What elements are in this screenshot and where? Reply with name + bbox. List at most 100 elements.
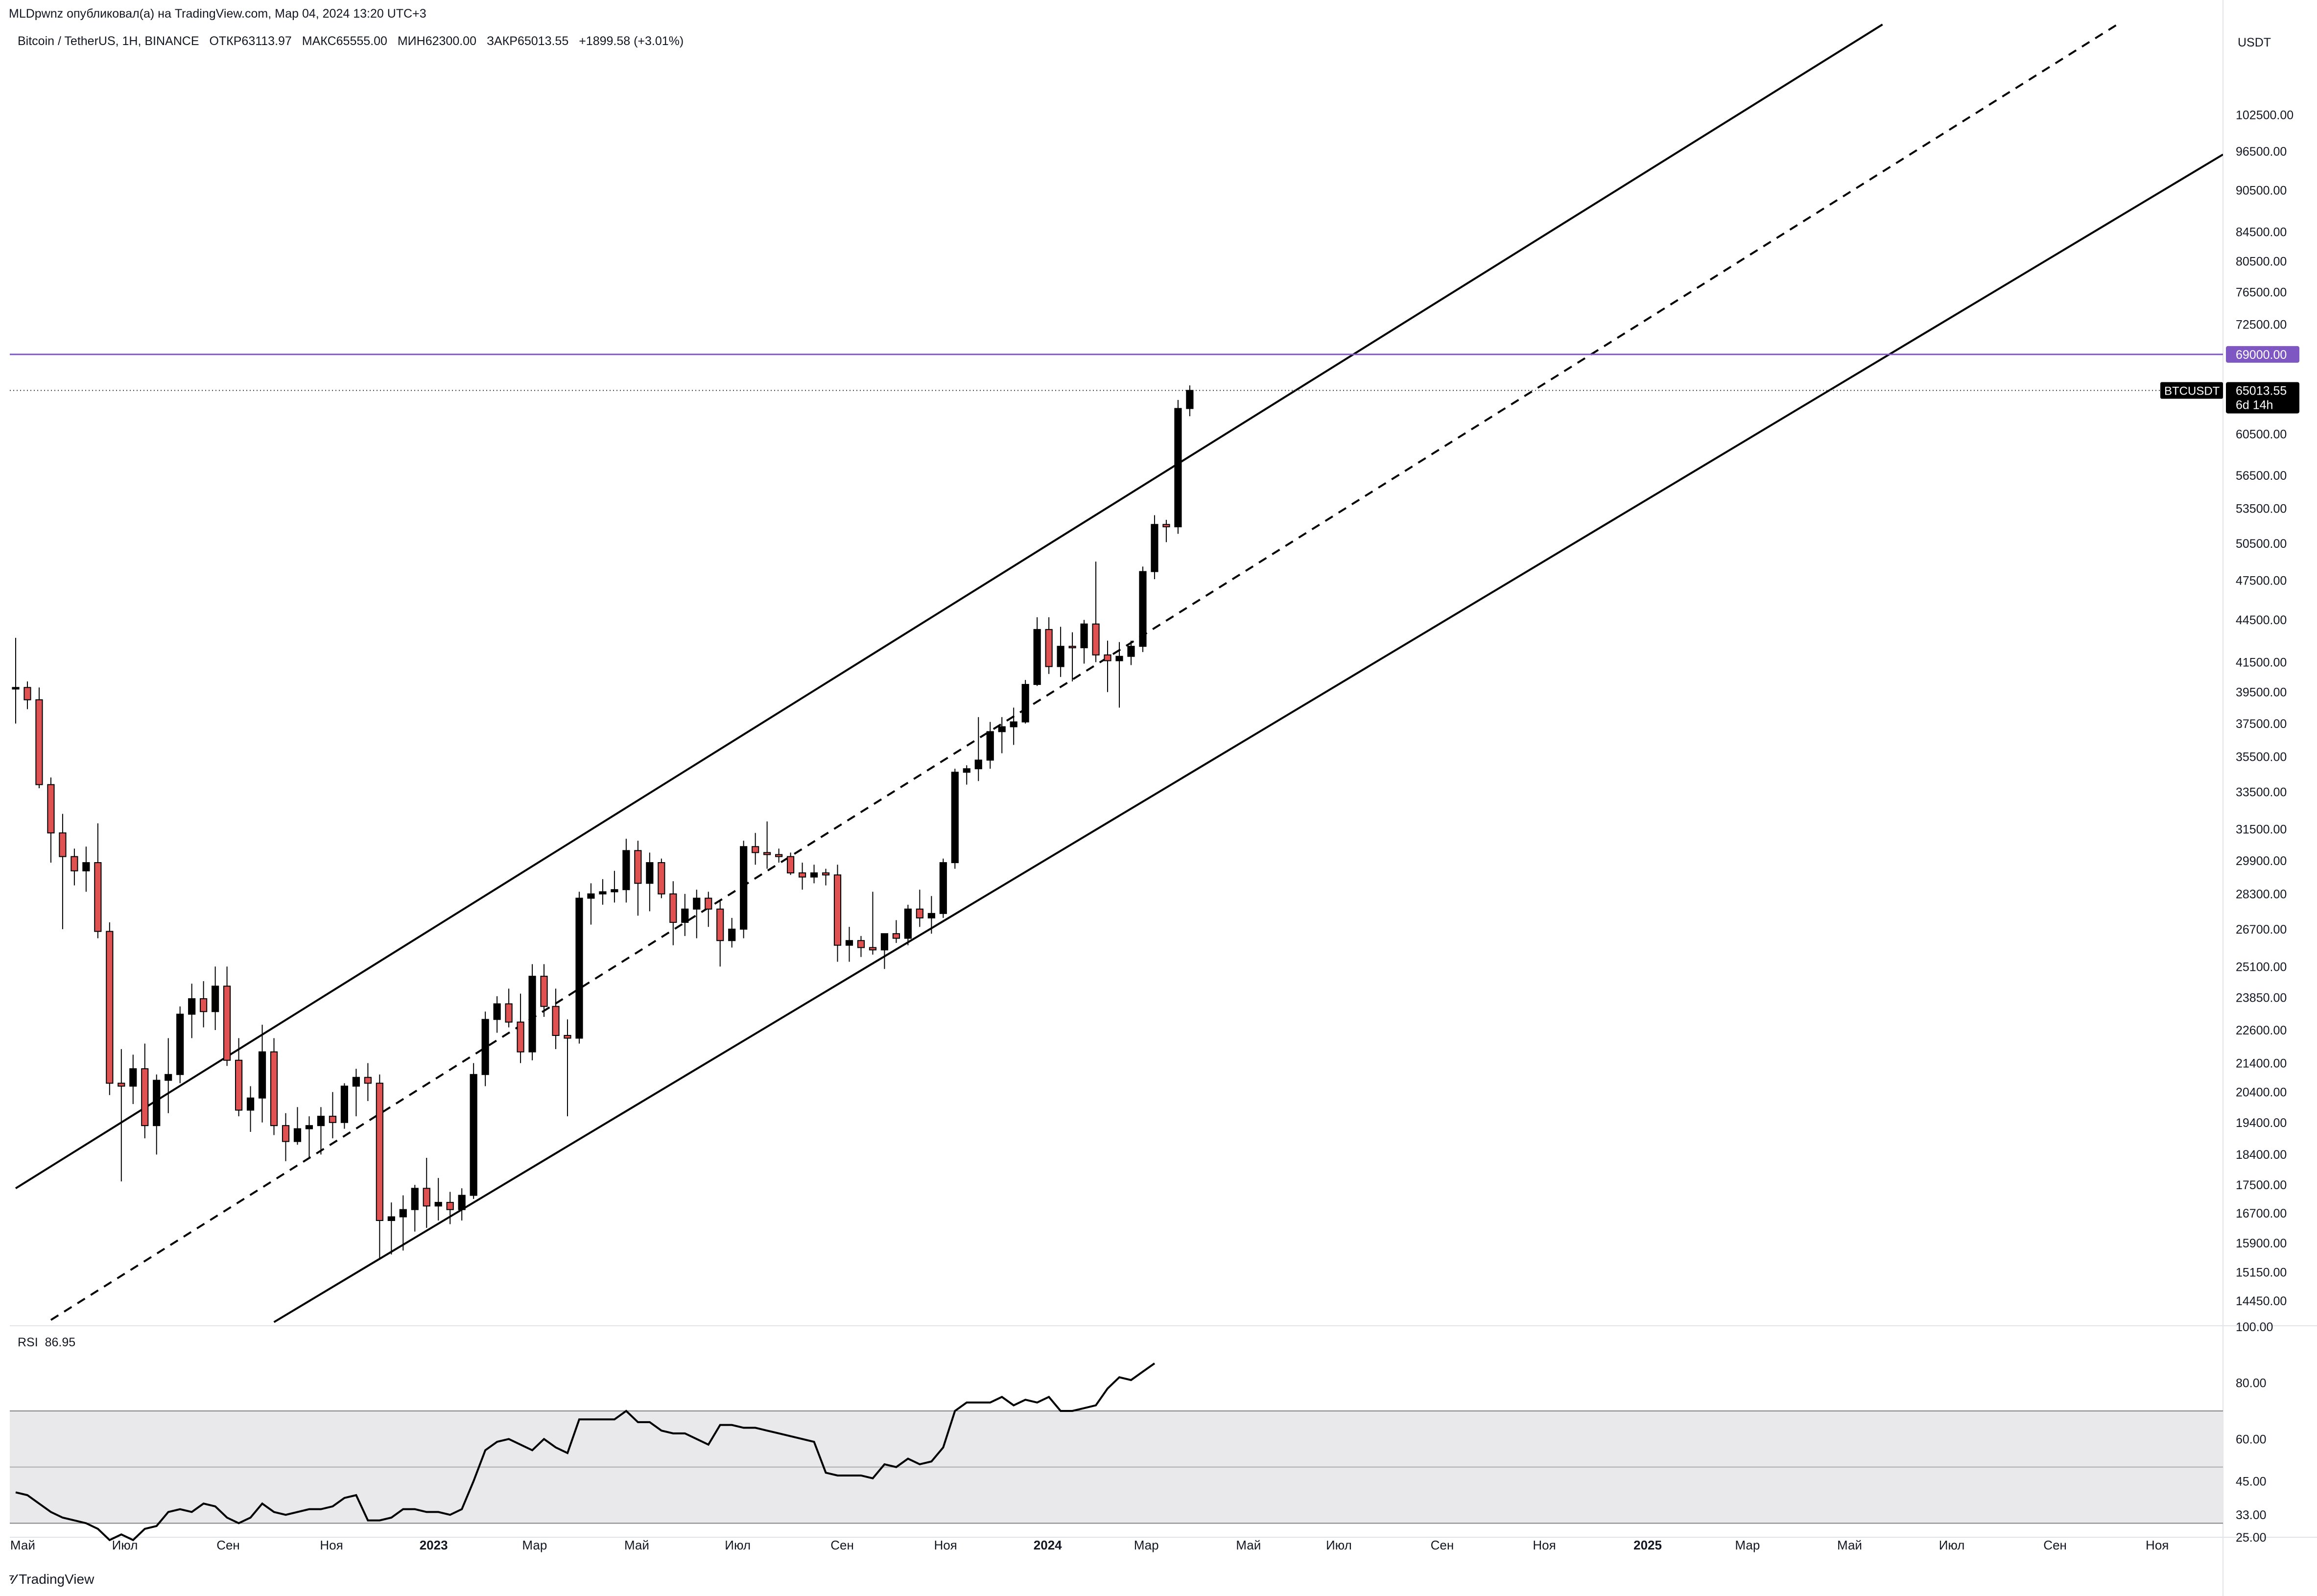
candle[interactable] bbox=[176, 1006, 184, 1083]
candle[interactable] bbox=[12, 637, 20, 724]
candle[interactable] bbox=[963, 765, 970, 785]
candle[interactable] bbox=[786, 852, 795, 875]
candle[interactable] bbox=[246, 1086, 255, 1132]
candle[interactable] bbox=[587, 883, 595, 925]
candle[interactable] bbox=[951, 769, 959, 869]
candle[interactable] bbox=[916, 890, 923, 927]
candle[interactable] bbox=[611, 870, 618, 903]
channel-middle-line[interactable] bbox=[50, 23, 2118, 1321]
candle[interactable] bbox=[939, 858, 947, 918]
candle[interactable] bbox=[1139, 566, 1147, 652]
candle[interactable] bbox=[857, 936, 865, 957]
candle[interactable] bbox=[646, 852, 654, 912]
candle[interactable] bbox=[705, 892, 712, 927]
candle[interactable] bbox=[798, 863, 806, 890]
candle[interactable] bbox=[716, 900, 724, 967]
candle[interactable] bbox=[106, 922, 114, 1095]
candle[interactable] bbox=[1080, 620, 1088, 664]
symbol-legend[interactable]: Bitcoin / TetherUS, 1Н, BINANCE ОТКР6311… bbox=[18, 34, 690, 48]
candle[interactable] bbox=[376, 1074, 383, 1259]
candle[interactable] bbox=[94, 823, 102, 939]
candle[interactable] bbox=[634, 841, 642, 916]
candle[interactable] bbox=[904, 904, 912, 945]
candle[interactable] bbox=[212, 966, 219, 1030]
candle[interactable] bbox=[681, 893, 689, 936]
candle[interactable] bbox=[282, 1113, 290, 1161]
candle[interactable] bbox=[1092, 562, 1100, 662]
candle[interactable] bbox=[599, 879, 607, 905]
symbol-tag[interactable] bbox=[2160, 382, 2223, 399]
time-axis[interactable]: Май Июл Сен Ноя 2023 Мар Май Июл Сен Ноя 2024 Мар Ма… bbox=[10, 1538, 2169, 1552]
candle[interactable] bbox=[82, 846, 90, 892]
candle[interactable] bbox=[470, 1063, 477, 1199]
candle[interactable] bbox=[71, 848, 78, 886]
candle[interactable] bbox=[528, 964, 536, 1060]
candle[interactable] bbox=[423, 1157, 430, 1228]
candles[interactable] bbox=[12, 385, 1194, 1259]
candle[interactable] bbox=[658, 858, 665, 898]
candle[interactable] bbox=[752, 833, 759, 865]
candle[interactable] bbox=[1010, 707, 1017, 745]
candle[interactable] bbox=[317, 1107, 325, 1155]
candle[interactable] bbox=[153, 1074, 161, 1155]
candle[interactable] bbox=[880, 933, 889, 969]
channel-upper-line[interactable] bbox=[15, 23, 1883, 1190]
candle[interactable] bbox=[892, 920, 900, 943]
candle[interactable] bbox=[564, 1019, 571, 1117]
candle[interactable] bbox=[974, 717, 982, 781]
rsi-legend[interactable]: RSI 86.95 bbox=[18, 1336, 75, 1350]
channel-lower-line[interactable] bbox=[273, 153, 2223, 1323]
candle[interactable] bbox=[540, 964, 548, 1017]
candle[interactable] bbox=[270, 1038, 278, 1135]
candle[interactable] bbox=[352, 1069, 360, 1117]
price-axis[interactable]: USDT 102500.00 96500.00 90500.00 84500.00 805… bbox=[2160, 36, 2299, 1308]
tradingview-brand[interactable]: ⁷⁄ TradingView bbox=[9, 1572, 94, 1587]
candle[interactable] bbox=[810, 865, 818, 884]
rsi-line[interactable] bbox=[15, 1362, 1156, 1542]
candle[interactable] bbox=[47, 777, 55, 863]
candle[interactable] bbox=[434, 1178, 442, 1220]
candle[interactable] bbox=[1104, 640, 1111, 692]
candle[interactable] bbox=[869, 892, 877, 955]
candle[interactable] bbox=[740, 841, 748, 939]
candle[interactable] bbox=[1068, 632, 1076, 681]
candle[interactable] bbox=[728, 917, 736, 948]
candle[interactable] bbox=[293, 1107, 302, 1145]
candle[interactable] bbox=[446, 1192, 454, 1224]
candle[interactable] bbox=[986, 722, 994, 769]
candle[interactable] bbox=[552, 988, 560, 1049]
candle[interactable] bbox=[387, 1202, 395, 1255]
candle[interactable] bbox=[1151, 515, 1158, 579]
candle[interactable] bbox=[481, 1011, 489, 1086]
candle[interactable] bbox=[118, 1049, 125, 1182]
candle[interactable] bbox=[517, 993, 524, 1063]
candle[interactable] bbox=[1057, 627, 1064, 677]
candle[interactable] bbox=[258, 1025, 266, 1123]
symbol-name[interactable]: Bitcoin / TetherUS, 1Н, BINANCE bbox=[18, 34, 199, 48]
candle[interactable] bbox=[329, 1092, 337, 1139]
candle[interactable] bbox=[822, 868, 830, 886]
candle[interactable] bbox=[1127, 640, 1135, 665]
candle[interactable] bbox=[59, 814, 67, 929]
candle[interactable] bbox=[763, 821, 771, 869]
level-price-tag[interactable] bbox=[2226, 346, 2299, 363]
candle[interactable] bbox=[399, 1195, 407, 1251]
candle[interactable] bbox=[305, 1116, 313, 1158]
candle[interactable] bbox=[622, 839, 630, 903]
candle[interactable] bbox=[1021, 680, 1029, 724]
candle[interactable] bbox=[1115, 642, 1123, 708]
candle[interactable] bbox=[340, 1083, 348, 1129]
candle[interactable] bbox=[1045, 617, 1053, 674]
candle[interactable] bbox=[493, 996, 501, 1033]
current-price-tag[interactable] bbox=[2226, 382, 2299, 414]
candle[interactable] bbox=[505, 988, 513, 1028]
candle[interactable] bbox=[775, 848, 783, 863]
candle[interactable] bbox=[927, 896, 935, 934]
candle[interactable] bbox=[1174, 399, 1182, 534]
candle[interactable] bbox=[141, 1043, 149, 1139]
candle[interactable] bbox=[165, 1038, 172, 1113]
candle[interactable] bbox=[693, 890, 701, 939]
candle[interactable] bbox=[1186, 385, 1194, 417]
candle[interactable] bbox=[1162, 519, 1170, 542]
